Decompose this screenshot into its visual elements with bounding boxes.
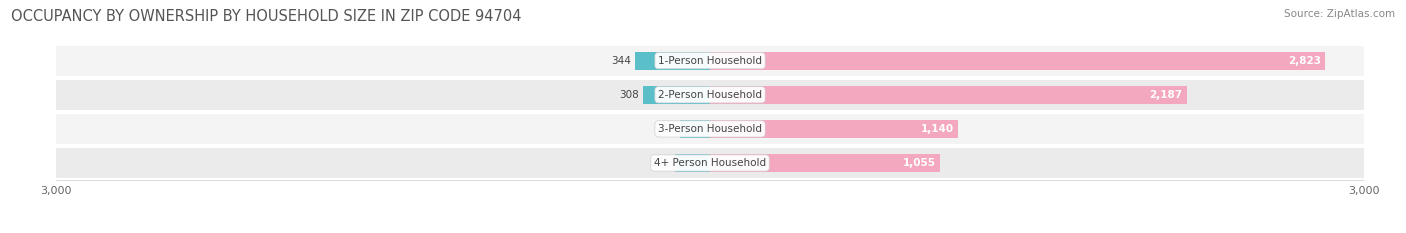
Bar [710, 154, 941, 172]
Bar [643, 86, 710, 104]
Bar [56, 46, 1364, 76]
Text: 138: 138 [655, 124, 676, 134]
Text: 2-Person Household: 2-Person Household [658, 90, 762, 100]
Text: 344: 344 [610, 56, 631, 66]
Text: 4+ Person Household: 4+ Person Household [654, 158, 766, 168]
Bar [710, 120, 959, 138]
Text: OCCUPANCY BY OWNERSHIP BY HOUSEHOLD SIZE IN ZIP CODE 94704: OCCUPANCY BY OWNERSHIP BY HOUSEHOLD SIZE… [11, 9, 522, 24]
Text: 2,823: 2,823 [1288, 56, 1320, 66]
Bar [710, 52, 1326, 70]
Bar [675, 154, 710, 172]
Text: 1,140: 1,140 [921, 124, 955, 134]
Bar [681, 120, 710, 138]
Text: 2,187: 2,187 [1149, 90, 1182, 100]
Bar [636, 52, 710, 70]
Text: 308: 308 [619, 90, 638, 100]
Bar [56, 80, 1364, 110]
Text: 1,055: 1,055 [903, 158, 935, 168]
Text: 1-Person Household: 1-Person Household [658, 56, 762, 66]
Text: 161: 161 [651, 158, 671, 168]
Bar [56, 114, 1364, 144]
Text: 3-Person Household: 3-Person Household [658, 124, 762, 134]
Bar [710, 86, 1187, 104]
Text: Source: ZipAtlas.com: Source: ZipAtlas.com [1284, 9, 1395, 19]
Bar [56, 148, 1364, 178]
